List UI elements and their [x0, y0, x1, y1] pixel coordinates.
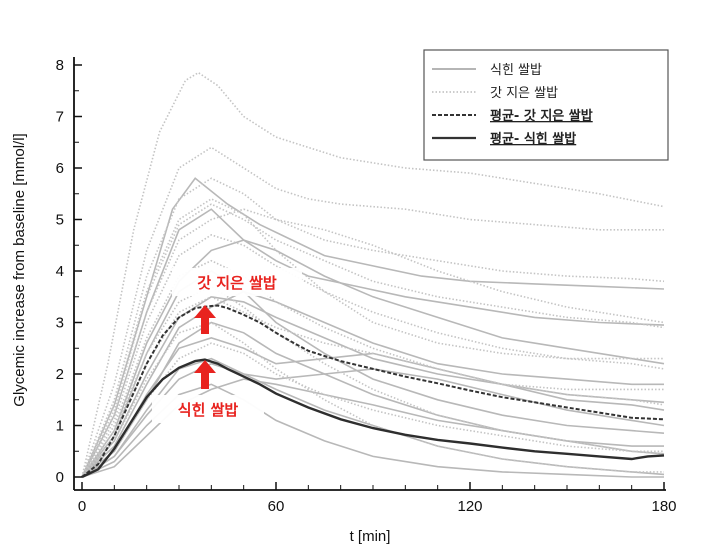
- y-axis-title: Glycemic increase from baseline [mmol/l]: [11, 133, 28, 406]
- y-ticks: 0 1 2 3 4 5 6 7 8: [56, 57, 82, 486]
- series-line-cooled-individual: [81, 337, 665, 478]
- y-tick-label: 8: [56, 57, 64, 74]
- annotation-fresh-label: 갓 지은 쌀밥: [197, 274, 277, 292]
- legend: 식힌 쌀밥 갓 지은 쌀밥 평균- 갓 지은 쌀밥 평균- 식힌 쌀밥: [423, 49, 669, 161]
- y-tick-label: 6: [56, 160, 64, 177]
- x-tick-label: 180: [651, 498, 676, 515]
- series-line-fresh-individual: [81, 295, 664, 478]
- series-line-fresh-individual: [81, 259, 665, 478]
- x-tick-label: 60: [268, 498, 285, 515]
- legend-label-fresh: 갓 지은 쌀밥: [490, 86, 558, 101]
- y-tick-label: 5: [56, 212, 64, 229]
- y-tick-label: 4: [56, 263, 64, 280]
- legend-label-mean-cooled: 평균- 식힌 쌀밥: [490, 131, 576, 147]
- annotation-cooled-bg: [152, 395, 264, 423]
- series-line-cooled-individual: [81, 290, 664, 478]
- annotation-cooled-label: 식힌 쌀밥: [178, 401, 239, 419]
- x-ticks: 0 60 120 180: [78, 482, 677, 515]
- series-line-cooled-individual: [81, 239, 665, 478]
- annotations: 갓 지은 쌀밥 식힌 쌀밥: [152, 268, 302, 423]
- series-line-mean-fresh: [81, 304, 665, 478]
- series-line-fresh-individual: [81, 203, 665, 478]
- series-line-mean-cooled: [81, 358, 665, 479]
- y-tick-label: 0: [56, 469, 64, 486]
- y-tick-label: 7: [56, 109, 64, 126]
- mean-curves: [81, 304, 665, 479]
- arrow-up-icon: [194, 305, 216, 334]
- series-line-fresh-individual: [81, 285, 665, 478]
- series-line-cooled-individual: [81, 295, 665, 478]
- y-tick-label: 3: [56, 315, 64, 332]
- series-line-fresh-individual: [81, 321, 664, 478]
- y-tick-label: 2: [56, 366, 64, 383]
- axes: 0 1 2 3 4 5 6 7 8 0 60 120 180: [56, 57, 677, 515]
- series-line-fresh-individual: [81, 234, 665, 478]
- x-axis-title: t [min]: [350, 528, 391, 545]
- series-line-cooled-individual: [81, 177, 665, 478]
- x-tick-label: 120: [457, 498, 482, 515]
- arrow-up-icon: [194, 360, 216, 389]
- y-tick-label: 1: [56, 418, 64, 435]
- x-tick-label: 0: [78, 498, 86, 515]
- annotation-fresh-bg: [172, 268, 302, 296]
- legend-label-mean-fresh: 평균- 갓 지은 쌀밥: [490, 108, 593, 124]
- series-line-cooled-individual: [81, 270, 665, 478]
- series-line-fresh-individual: [81, 146, 664, 478]
- legend-label-cooled: 식힌 쌀밥: [490, 63, 542, 78]
- series-line-fresh-individual: [81, 197, 664, 478]
